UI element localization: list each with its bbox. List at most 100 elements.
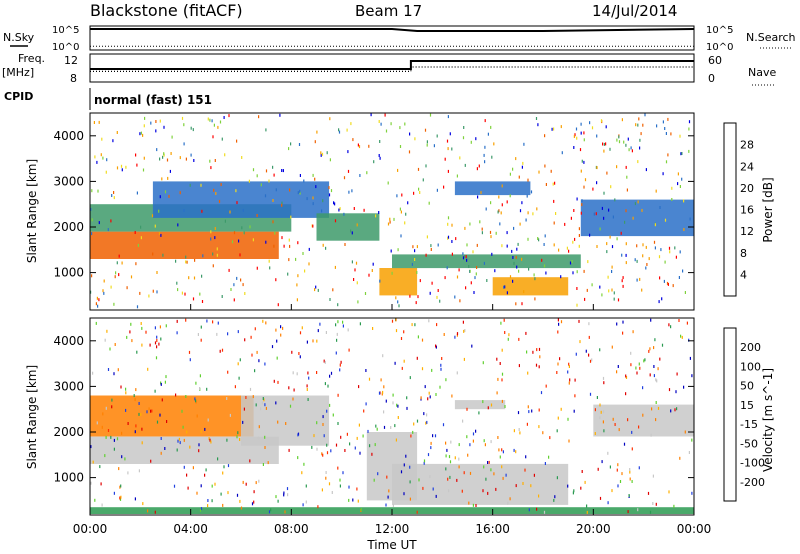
speckle-mark (659, 276, 661, 280)
speckle-mark (134, 430, 136, 434)
speckle-mark (126, 335, 128, 339)
speckle-mark (513, 226, 515, 230)
speckle-mark (167, 176, 169, 180)
speckle-mark (228, 268, 230, 272)
speckle-mark (458, 268, 460, 272)
speckle-mark (609, 147, 611, 151)
speckle-mark (412, 430, 414, 434)
speckle-mark (568, 249, 570, 253)
speckle-mark (558, 322, 560, 326)
speckle-mark (380, 378, 382, 382)
speckle-mark (527, 237, 529, 241)
speckle-mark (576, 197, 578, 201)
speckle-mark (327, 384, 329, 388)
speckle-mark (518, 175, 520, 179)
speckle-mark (462, 419, 464, 423)
speckle-mark (610, 185, 612, 189)
speckle-mark (451, 240, 453, 243)
speckle-mark (418, 187, 420, 191)
speckle-mark (616, 370, 618, 374)
speckle-mark (239, 358, 241, 362)
speckle-mark (659, 357, 661, 361)
speckle-mark (616, 468, 618, 472)
speckle-mark (491, 252, 493, 256)
speckle-mark (465, 255, 467, 259)
speckle-mark (379, 279, 381, 283)
speckle-mark (403, 492, 405, 496)
speckle-mark (346, 432, 348, 436)
speckle-mark (156, 339, 158, 342)
speckle-mark (631, 447, 633, 451)
speckle-mark (616, 322, 618, 326)
speckle-mark (193, 276, 196, 280)
speckle-mark (622, 276, 624, 280)
speckle-mark (154, 389, 156, 393)
speckle-mark (671, 198, 673, 201)
speckle-mark (373, 160, 375, 164)
speckle-mark (632, 330, 634, 334)
speckle-mark (618, 140, 621, 144)
speckle-mark (141, 326, 143, 330)
speckle-mark (154, 341, 157, 345)
speckle-mark (519, 222, 521, 226)
speckle-mark (406, 406, 408, 410)
speckle-mark (330, 189, 333, 193)
speckle-mark (242, 208, 244, 212)
speckle-mark (98, 298, 100, 302)
speckle-mark (280, 333, 282, 337)
speckle-mark (417, 295, 419, 299)
speckle-mark (183, 438, 185, 442)
speckle-mark (184, 292, 186, 296)
speckle-mark (480, 191, 482, 195)
speckle-mark (559, 357, 561, 361)
nave-label: Nave (748, 66, 776, 79)
speckle-mark (655, 401, 657, 404)
speckle-mark (550, 169, 552, 173)
speckle-mark (207, 504, 209, 508)
speckle-mark (603, 191, 605, 195)
speckle-mark (567, 417, 569, 421)
speckle-mark (347, 150, 349, 154)
speckle-mark (288, 258, 290, 262)
speckle-mark (445, 454, 447, 458)
colorbar-tick-label: 4 (740, 268, 747, 281)
speckle-mark (116, 131, 118, 134)
speckle-mark (643, 359, 645, 363)
speckle-mark (306, 197, 308, 201)
speckle-mark (244, 292, 246, 295)
speckle-mark (641, 208, 643, 212)
speckle-mark (288, 147, 290, 151)
speckle-mark (625, 209, 627, 213)
speckle-mark (338, 128, 340, 132)
speckle-mark (239, 438, 241, 441)
time-tick-label: 04:00 (173, 522, 208, 536)
speckle-mark (381, 392, 383, 396)
time-tick-label: 00:00 (677, 522, 712, 536)
speckle-mark (440, 363, 442, 367)
speckle-mark (670, 132, 672, 136)
speckle-mark (522, 161, 524, 165)
speckle-mark (163, 125, 165, 129)
speckle-mark (222, 503, 224, 507)
speckle-mark (596, 396, 598, 399)
speckle-mark (336, 332, 338, 336)
speckle-mark (487, 406, 489, 410)
speckle-mark (476, 167, 478, 171)
speckle-mark (156, 290, 158, 294)
speckle-mark (403, 330, 405, 334)
speckle-mark (401, 193, 403, 197)
speckle-mark (194, 397, 196, 401)
speckle-mark (619, 480, 622, 483)
speckle-mark (101, 137, 103, 141)
speckle-mark (90, 445, 92, 449)
speckle-mark (329, 298, 331, 301)
speckle-mark (116, 437, 119, 441)
speckle-mark (625, 242, 627, 246)
speckle-mark (178, 437, 180, 441)
speckle-mark (98, 221, 100, 225)
speckle-mark (599, 403, 601, 407)
speckle-mark (363, 409, 365, 413)
speckle-mark (476, 266, 478, 269)
speckle-mark (166, 420, 168, 423)
speckle-mark (435, 344, 437, 348)
